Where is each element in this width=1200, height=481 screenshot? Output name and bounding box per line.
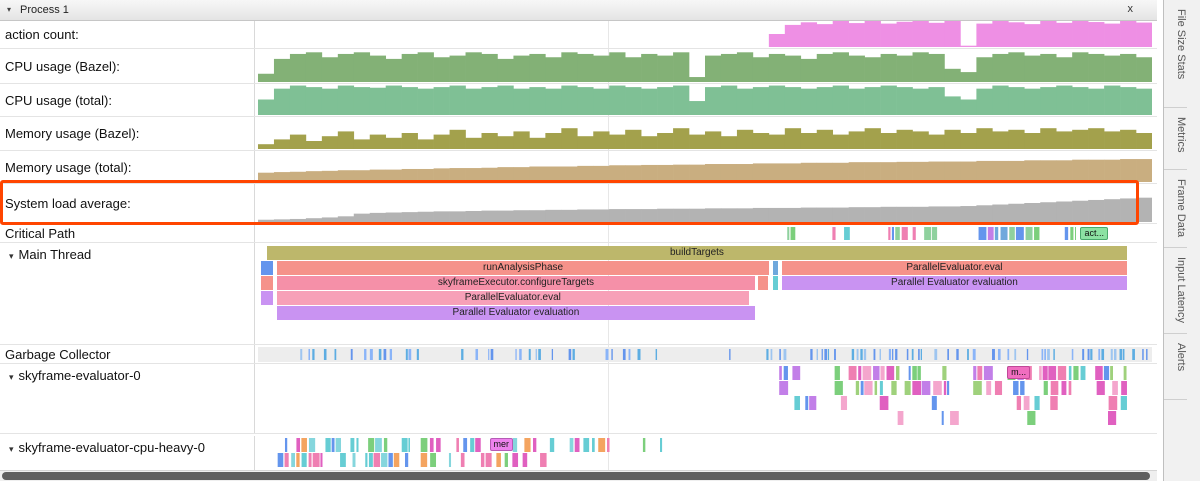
track-row-garbage-collector: Garbage Collector xyxy=(0,345,1157,364)
tab-input-latency[interactable]: Input Latency xyxy=(1164,248,1187,334)
slice-track-critical-path[interactable]: act... xyxy=(258,224,1152,241)
track-row-skyframe-evaluator-0: ▾ skyframe-evaluator-0 m... xyxy=(0,364,1157,434)
track-row-cpu-total: CPU usage (total): xyxy=(0,84,1157,117)
track-label-garbage-collector: Garbage Collector xyxy=(0,345,255,363)
track-label-text: Garbage Collector xyxy=(5,346,111,362)
process-title: Process 1 xyxy=(20,4,69,16)
right-tab-strip: File Size Stats Metrics Frame Data Input… xyxy=(1163,0,1200,481)
track-label-text: System load average: xyxy=(5,196,131,211)
timeline-panel: ▾ Process 1 x action count: CPU usage (B… xyxy=(0,0,1157,481)
track-row-memory-bazel: Memory usage (Bazel): xyxy=(0,117,1157,151)
flame-slice-small[interactable] xyxy=(260,276,274,290)
collapse-arrow-icon[interactable]: ▾ xyxy=(9,251,14,261)
track-label-skyframe-evaluator-cpu-heavy-0: ▾ skyframe-evaluator-cpu-heavy-0 xyxy=(0,436,255,470)
tab-alerts[interactable]: Alerts xyxy=(1164,334,1187,400)
track-canvas xyxy=(258,52,1152,82)
track-label-critical-path: Critical Path xyxy=(0,224,255,242)
time-gridline xyxy=(608,21,609,470)
horizontal-scrollbar[interactable] xyxy=(0,470,1157,481)
collapse-arrow-icon[interactable]: ▾ xyxy=(9,372,14,382)
flame-slice-small[interactable] xyxy=(260,261,274,275)
flame-slice-small[interactable] xyxy=(757,276,769,290)
track-canvas xyxy=(258,159,1152,182)
counter-track-cpu-bazel[interactable] xyxy=(258,49,1152,82)
slice-track-garbage-collector[interactable] xyxy=(258,347,1152,362)
tab-metrics[interactable]: Metrics xyxy=(1164,108,1187,170)
process-header[interactable]: ▾ Process 1 x xyxy=(0,0,1157,21)
close-icon[interactable]: x xyxy=(1127,3,1134,15)
flame-slice[interactable]: ParallelEvaluator.eval xyxy=(781,261,1127,275)
slice-track-skyframe-evaluator-0[interactable]: m... xyxy=(258,364,1152,432)
track-row-main-thread: ▾ Main Thread buildTargets runAnalysisPha… xyxy=(0,243,1157,345)
track-canvas xyxy=(258,85,1152,115)
track-label-memory-total: Memory usage (total): xyxy=(0,151,255,183)
track-canvas xyxy=(258,128,1152,149)
counter-track-memory-total[interactable] xyxy=(258,151,1152,182)
track-row-cpu-bazel: CPU usage (Bazel): xyxy=(0,49,1157,84)
slice-label-chip[interactable]: mer xyxy=(489,438,514,451)
slice-label-chip[interactable]: act... xyxy=(1080,227,1108,240)
track-label-cpu-bazel: CPU usage (Bazel): xyxy=(0,49,255,83)
flame-slice-small[interactable] xyxy=(772,261,779,275)
track-label-text: CPU usage (total): xyxy=(5,92,112,108)
collapse-arrow-icon[interactable]: ▾ xyxy=(9,444,14,454)
track-label-system-load: System load average: xyxy=(0,184,255,223)
counter-track-action-count[interactable] xyxy=(258,21,1152,47)
counter-track-cpu-total[interactable] xyxy=(258,84,1152,115)
counter-track-system-load[interactable] xyxy=(258,184,1152,222)
track-row-memory-total: Memory usage (total): xyxy=(0,151,1157,184)
flame-slice[interactable]: skyframeExecutor.configureTargets xyxy=(276,276,756,290)
flame-track-main-thread[interactable]: buildTargets runAnalysisPhase ParallelEval… xyxy=(258,246,1152,343)
track-label-main-thread: ▾ Main Thread xyxy=(0,243,255,344)
flame-slice[interactable]: buildTargets xyxy=(266,246,1127,260)
track-label-text: CPU usage (Bazel): xyxy=(5,58,120,74)
track-canvas xyxy=(277,438,663,467)
flame-slice[interactable]: runAnalysisPhase xyxy=(276,261,770,275)
scrollbar-thumb[interactable] xyxy=(2,472,1150,480)
flame-slice-small[interactable] xyxy=(260,291,274,305)
track-label-text: Memory usage (total): xyxy=(5,159,132,175)
track-label-text: skyframe-evaluator-cpu-heavy-0 xyxy=(18,440,205,455)
tab-frame-data[interactable]: Frame Data xyxy=(1164,170,1187,248)
track-label-text: action count: xyxy=(5,27,79,42)
flame-slice-small[interactable] xyxy=(772,276,779,290)
track-row-system-load: System load average: xyxy=(0,184,1157,224)
track-row-action-count: action count: xyxy=(0,21,1157,49)
track-canvas xyxy=(300,349,1148,360)
track-canvas xyxy=(258,197,1152,222)
tab-file-size-stats[interactable]: File Size Stats xyxy=(1164,0,1187,108)
track-canvas xyxy=(768,21,1152,47)
flame-slice[interactable]: ParallelEvaluator.eval xyxy=(276,291,749,305)
track-label-text: Critical Path xyxy=(5,225,76,241)
track-label-text: Main Thread xyxy=(18,247,92,262)
counter-track-memory-bazel[interactable] xyxy=(258,117,1152,149)
track-row-skyframe-evaluator-cpu-heavy-0: ▾ skyframe-evaluator-cpu-heavy-0 mer xyxy=(0,436,1157,470)
track-label-action-count: action count: xyxy=(0,21,255,48)
track-label-text: skyframe-evaluator-0 xyxy=(18,368,141,383)
track-label-cpu-total: CPU usage (total): xyxy=(0,84,255,116)
track-label-skyframe-evaluator-0: ▾ skyframe-evaluator-0 xyxy=(0,364,255,433)
slice-track-skyframe-evaluator-cpu-heavy-0[interactable]: mer xyxy=(258,436,1152,469)
flame-slice[interactable]: Parallel Evaluator evaluation xyxy=(781,276,1127,290)
collapse-arrow-icon[interactable]: ▾ xyxy=(7,5,12,14)
track-canvas xyxy=(787,227,1077,240)
slice-label-chip[interactable]: m... xyxy=(1007,366,1031,379)
track-label-memory-bazel: Memory usage (Bazel): xyxy=(0,117,255,150)
track-canvas xyxy=(779,366,1127,425)
track-label-text: Memory usage (Bazel): xyxy=(5,126,140,141)
flame-slice[interactable]: Parallel Evaluator evaluation xyxy=(276,306,756,320)
track-row-critical-path: Critical Path act... xyxy=(0,224,1157,243)
